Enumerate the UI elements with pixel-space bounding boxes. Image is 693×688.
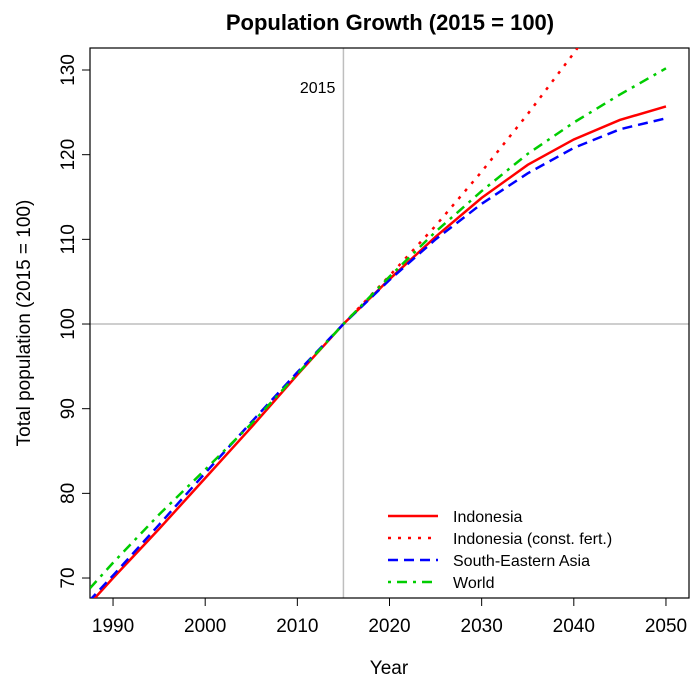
y-tick-label: 90	[58, 398, 79, 419]
x-tick-label: 2030	[461, 616, 503, 637]
legend-label: South-Eastern Asia	[453, 553, 590, 570]
x-tick-label: 2050	[645, 616, 687, 637]
x-tick-label: 2010	[276, 616, 318, 637]
series-line	[90, 117, 667, 598]
plot-area	[90, 48, 667, 598]
x-axis-label: Year	[370, 658, 409, 679]
chart-title: Population Growth (2015 = 100)	[226, 10, 554, 35]
y-tick-label: 70	[58, 567, 79, 588]
y-tick-label: 120	[58, 139, 79, 171]
series-line	[93, 105, 667, 598]
x-tick-label: 2020	[368, 616, 410, 637]
x-tick-label: 2000	[184, 616, 226, 637]
y-tick-label: 130	[58, 54, 79, 86]
series-line	[342, 48, 580, 325]
legend-label: Indonesia (const. fert.)	[453, 531, 612, 548]
y-tick-label: 100	[58, 308, 79, 340]
annotation: 2015	[300, 80, 336, 97]
y-tick-label: 80	[58, 483, 79, 504]
y-tick-label: 110	[58, 224, 79, 254]
legend-label: World	[453, 575, 495, 592]
x-tick-label: 2040	[553, 616, 595, 637]
x-tick-label: 1990	[92, 616, 134, 637]
legend-label: Indonesia	[453, 509, 522, 526]
y-axis-label: Total population (2015 = 100)	[14, 200, 35, 447]
